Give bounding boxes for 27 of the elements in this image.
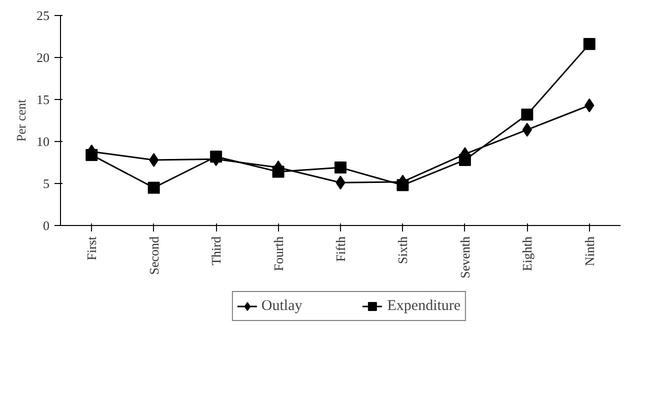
point: [458, 154, 471, 166]
y-tick-label: 10: [36, 134, 50, 149]
x-tick-label: Seventh: [457, 236, 472, 278]
y-tick-label: 25: [36, 8, 50, 23]
point: [396, 179, 409, 192]
x-tick-label: Third: [208, 236, 224, 266]
x-tick-label: Fourth: [270, 236, 286, 272]
y-tick-label: 0: [43, 218, 50, 233]
point: [583, 38, 596, 50]
point: [148, 182, 160, 194]
legend-label: Expenditure: [387, 298, 461, 314]
x-tick-label: Fifth: [333, 236, 348, 262]
point: [521, 108, 534, 121]
x-tick-label: Eighth: [520, 236, 535, 272]
y-tick-label: 5: [43, 176, 50, 191]
x-tick-label: Second: [146, 236, 162, 275]
point: [272, 166, 284, 178]
y-axis-title: Per cent: [14, 98, 28, 142]
x-tick-label: Sixth: [395, 236, 410, 264]
x-tick-label: Ninth: [582, 236, 597, 266]
x-tick-label: First: [84, 236, 100, 260]
point: [210, 150, 222, 163]
point: [86, 148, 98, 161]
y-tick-label: 15: [36, 92, 50, 107]
point: [334, 162, 346, 174]
legend-label: Outlay: [261, 298, 302, 314]
y-tick-label: 20: [36, 50, 50, 65]
